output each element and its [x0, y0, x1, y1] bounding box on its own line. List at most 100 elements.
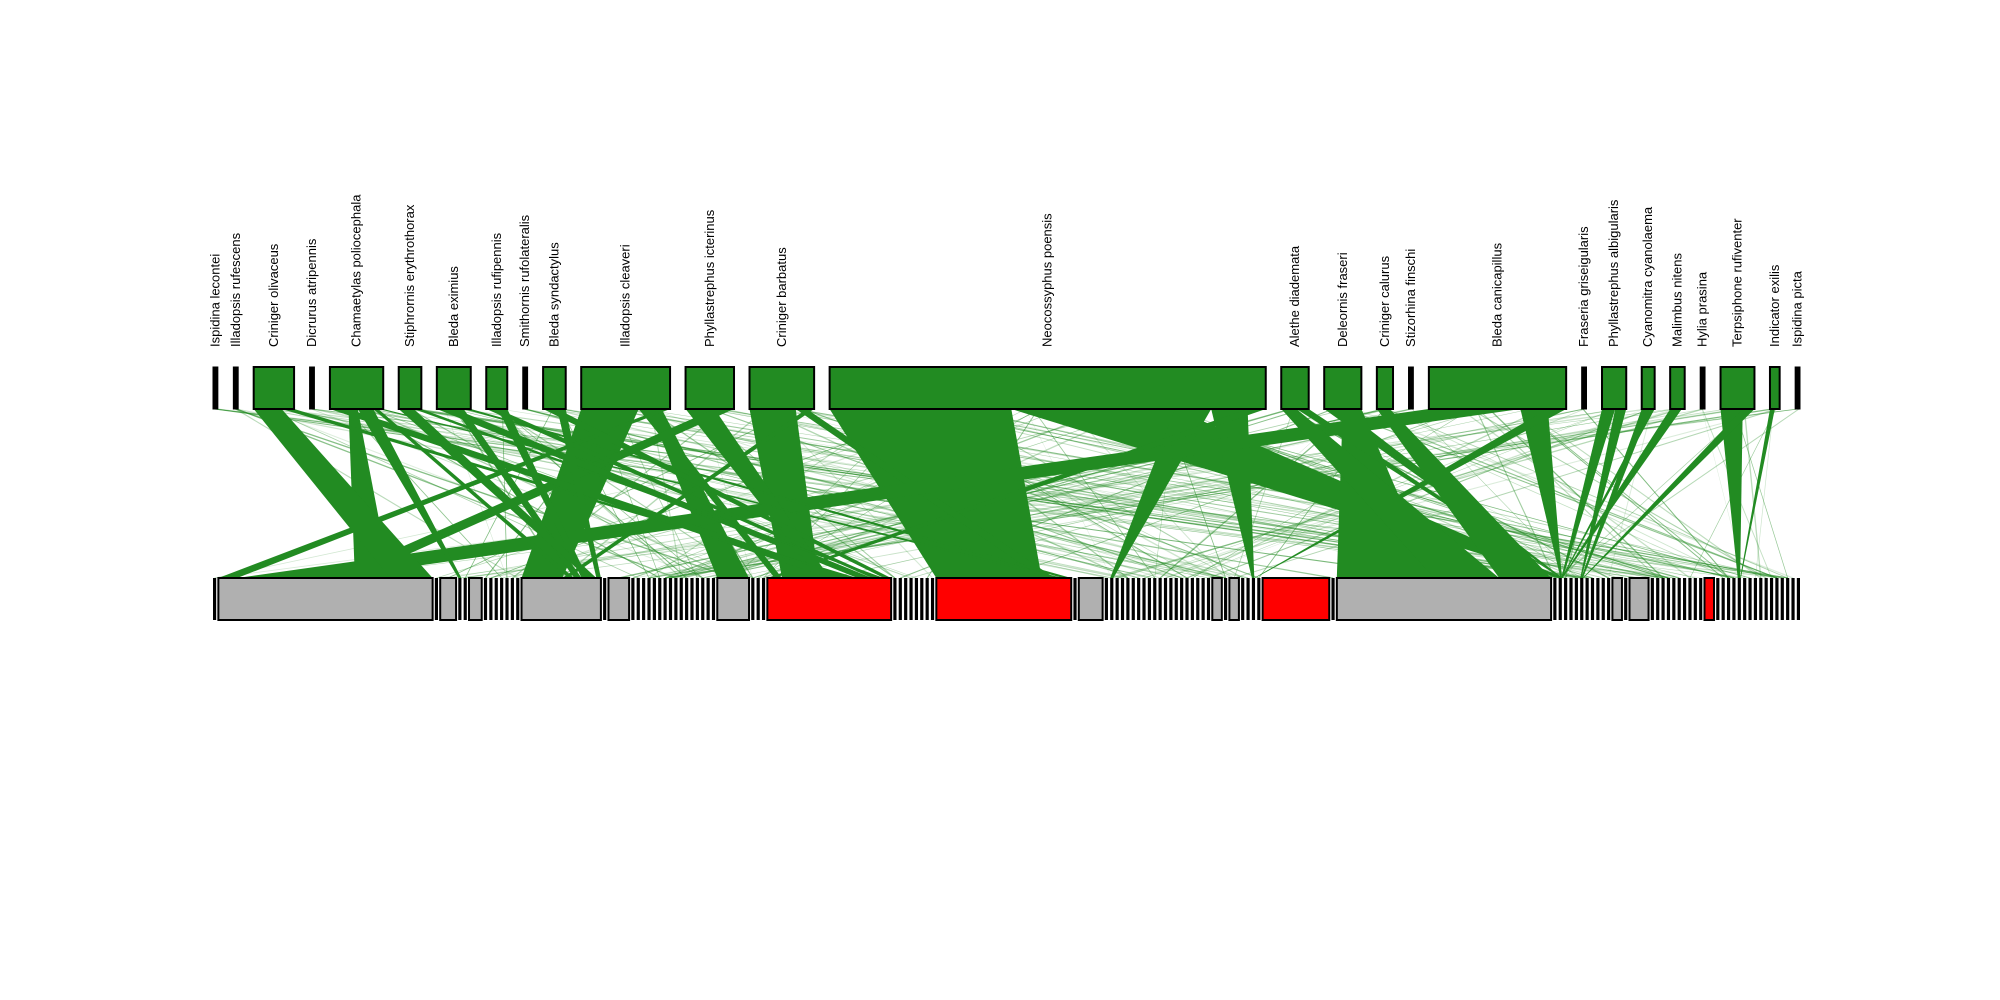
bottom-node: [1257, 578, 1261, 620]
bottom-node: [1251, 578, 1256, 620]
bottom-node: [904, 578, 908, 620]
link-minor: [490, 408, 1134, 579]
bottom-node: [930, 578, 935, 620]
bottom-node: [1120, 578, 1125, 620]
link-minor: [465, 408, 1647, 579]
species-label-stiphrornis-erythrothorax: Stiphrornis erythrothorax: [402, 204, 417, 347]
bottom-node: [468, 577, 483, 621]
link-minor: [1475, 408, 1556, 579]
top-node-neocossyphus-poensis: [828, 366, 1267, 410]
link-minor: [1522, 408, 1762, 579]
bottom-node: [1574, 578, 1578, 620]
link-major: [237, 409, 1521, 578]
species-label-dicrurus-atripennis: Dicrurus atripennis: [304, 238, 319, 347]
bottom-node: [674, 578, 678, 620]
link-minor: [1554, 408, 1800, 579]
species-label-criniger-olivaceus: Criniger olivaceus: [266, 243, 281, 347]
bottom-node: [1764, 578, 1768, 620]
bottom-node: [1569, 578, 1573, 620]
bottom-node: [1759, 578, 1763, 620]
species-label-ispidina-lecontei: Ispidina lecontei: [207, 254, 222, 347]
bottom-node: [1261, 577, 1331, 621]
link-minor: [459, 408, 1799, 579]
bottom-node: [751, 578, 755, 620]
link-minor: [1289, 408, 1582, 579]
top-node-alethe-diademata: [1280, 366, 1310, 410]
species-label-illadopsis-cleaveri: Illadopsis cleaveri: [618, 244, 633, 347]
bottom-node: [1115, 578, 1119, 620]
bottom-node: [510, 578, 514, 620]
bottom-node: [516, 578, 520, 620]
bottom-node: [663, 578, 667, 620]
top-node-phyllastrephus-albigularis: [1601, 366, 1628, 410]
bottom-node: [1607, 578, 1611, 620]
top-node-criniger-olivaceus: [252, 366, 296, 410]
bottom-node: [1628, 577, 1650, 621]
species-label-bleda-syndactylus: Bleda syndactylus: [546, 242, 561, 347]
bottom-node: [1732, 578, 1736, 620]
bottom-node: [1142, 578, 1146, 620]
top-node-row: [212, 366, 1801, 410]
top-node-terpsiphone-rufiventer: [1719, 366, 1756, 410]
bottom-node: [1666, 578, 1671, 620]
link-minor: [1582, 408, 1729, 579]
species-label-bleda-eximius: Bleda eximius: [446, 266, 461, 347]
bottom-node: [1769, 578, 1774, 620]
top-node-smithornis-rufolateralis: [522, 366, 529, 410]
top-node-criniger-barbatus: [748, 366, 816, 410]
species-label-alethe-diademata: Alethe diademata: [1287, 245, 1302, 347]
bottom-node: [761, 578, 766, 620]
bottom-node: [1721, 578, 1725, 620]
bottom-node: [909, 578, 913, 620]
link-major: [486, 409, 880, 578]
link-major: [329, 409, 852, 578]
bottom-node: [489, 578, 493, 620]
link-minor: [1186, 408, 1645, 579]
link-major: [1254, 409, 1567, 578]
link-minor: [1354, 408, 1794, 579]
bottom-node: [756, 578, 760, 620]
species-label-terpsiphone-rufiventer: Terpsiphone rufiventer: [1730, 218, 1745, 347]
link-major: [398, 409, 597, 578]
bottom-node: [1748, 578, 1752, 620]
bottom-node: [1180, 578, 1184, 620]
top-node-stiphrornis-erythrothorax: [397, 366, 423, 410]
bottom-node: [636, 578, 640, 620]
species-label-cyanomitra-cyanolaema: Cyanomitra cyanolaema: [1640, 206, 1655, 347]
link-major: [497, 409, 588, 578]
bottom-node: [458, 578, 462, 620]
bottom-node: [1073, 578, 1077, 620]
bottom-node: [1110, 578, 1114, 620]
bottom-node: [500, 578, 504, 620]
link-minor: [1734, 408, 1788, 579]
link-major: [373, 409, 575, 578]
link-major: [1520, 409, 1562, 578]
species-label-ispidina-picta: Ispidina picta: [1790, 270, 1805, 347]
bottom-node: [1104, 578, 1108, 620]
bottom-node: [483, 578, 488, 620]
bottom-node: [690, 578, 694, 620]
link-minor: [485, 408, 1621, 579]
bottom-node: [1585, 578, 1589, 620]
link-minor: [1387, 408, 1735, 579]
bottom-node: [1201, 578, 1205, 620]
link-minor: [235, 408, 734, 579]
link-major: [1582, 409, 1755, 578]
bottom-node: [1737, 578, 1741, 620]
bottom-node: [1206, 578, 1211, 620]
bottom-node: [1682, 578, 1687, 620]
bottom-node: [1228, 577, 1240, 621]
link-major: [1281, 409, 1500, 578]
link-major: [1561, 409, 1682, 578]
bottom-node: [1558, 578, 1562, 620]
top-node-illadopsis-rufescens: [232, 366, 239, 410]
top-node-bleda-canicapillus: [1427, 366, 1568, 410]
link-major: [543, 409, 892, 578]
bottom-node: [1661, 578, 1665, 620]
link-minor: [1411, 408, 1577, 579]
bottom-node: [1580, 578, 1584, 620]
species-label-fraseria-griseigularis: Fraseria griseigularis: [1576, 226, 1591, 347]
species-label-chamaetylas-poliocephala: Chamaetylas poliocephala: [349, 194, 364, 347]
bottom-node: [1693, 578, 1697, 620]
